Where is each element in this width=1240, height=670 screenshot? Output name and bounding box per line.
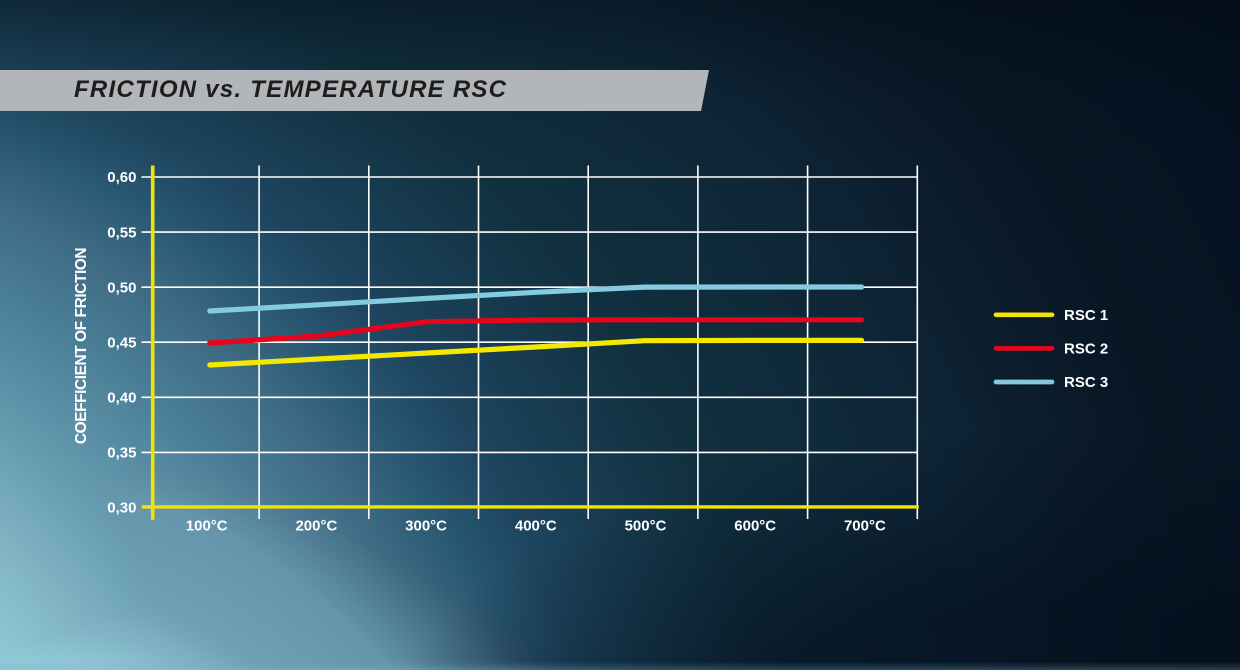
svg-text:0,40: 0,40 bbox=[107, 390, 136, 407]
svg-text:RSC 1: RSC 1 bbox=[1064, 307, 1108, 324]
svg-text:700°C: 700°C bbox=[844, 518, 886, 535]
svg-text:COEFFICIENT OF FRICTION: COEFFICIENT OF FRICTION bbox=[73, 248, 90, 445]
svg-text:0,45: 0,45 bbox=[107, 334, 136, 351]
svg-text:0,60: 0,60 bbox=[107, 169, 136, 186]
svg-text:0,35: 0,35 bbox=[107, 445, 136, 462]
svg-text:0,55: 0,55 bbox=[107, 224, 136, 241]
svg-text:200°C: 200°C bbox=[295, 518, 337, 535]
svg-text:500°C: 500°C bbox=[625, 518, 667, 535]
svg-text:600°C: 600°C bbox=[734, 518, 776, 535]
svg-text:400°C: 400°C bbox=[515, 518, 557, 535]
svg-text:RSC 2: RSC 2 bbox=[1064, 341, 1108, 358]
svg-text:100°C: 100°C bbox=[186, 518, 228, 535]
svg-text:RSC 3: RSC 3 bbox=[1064, 374, 1108, 391]
svg-text:300°C: 300°C bbox=[405, 518, 447, 535]
svg-text:0,50: 0,50 bbox=[107, 279, 136, 296]
svg-text:0,30: 0,30 bbox=[107, 500, 136, 517]
